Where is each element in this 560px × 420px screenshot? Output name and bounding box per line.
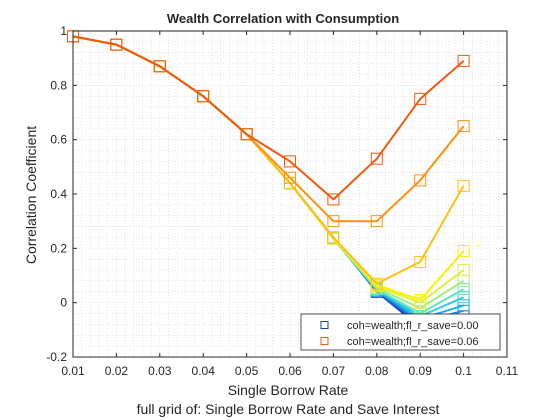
data-point [197, 90, 210, 103]
data-point [457, 179, 470, 192]
legend-marker [320, 321, 329, 329]
y-tick-label: 0.4 [50, 187, 67, 201]
x-tick-label: 0.09 [409, 364, 433, 378]
x-tick-label: 0.06 [278, 364, 302, 378]
data-point [457, 245, 470, 258]
y-tick-label: 1 [60, 24, 67, 38]
legend-marker [320, 337, 329, 345]
legend-box [300, 313, 501, 351]
data-point [240, 128, 253, 141]
chart-title: Wealth Correlation with Consumption [167, 11, 399, 26]
x-tick-label: 0.07 [322, 364, 346, 378]
x-tick-label: 0.03 [148, 364, 172, 378]
data-point [414, 174, 427, 187]
x-tick-label: 0.05 [235, 364, 259, 378]
x-tick-label: 0.08 [365, 364, 389, 378]
legend: coh=wealth;fl_r_save=0.00 coh=wealth;fl_r… [300, 313, 501, 351]
data-point [284, 171, 296, 184]
legend-entry-label: coh=wealth;fl_r_save=0.06 [347, 336, 478, 348]
data-point [457, 54, 470, 67]
x-tick-label: 0.02 [105, 364, 129, 378]
series-line [72, 35, 465, 201]
legend-entry-label: coh=wealth;fl_r_save=0.00 [347, 320, 478, 332]
data-point [457, 283, 470, 296]
data-point [414, 293, 427, 306]
data-point [414, 92, 427, 105]
data-point [457, 291, 470, 304]
data-point [327, 193, 340, 206]
data-point [110, 38, 123, 51]
data-point [414, 255, 427, 268]
data-point [457, 120, 470, 133]
data-point [457, 264, 470, 277]
y-tick-label: 0 [60, 296, 67, 310]
data-point [284, 155, 296, 168]
data-point [370, 152, 383, 165]
data-point [457, 299, 470, 312]
x-tick-label: 0.01 [61, 364, 85, 378]
data-point [370, 277, 383, 290]
y-tick-label: -0.2 [46, 350, 67, 364]
data-point [327, 231, 340, 244]
data-point [370, 215, 383, 228]
data-point [327, 215, 340, 228]
y-tick-label: 0.8 [50, 78, 67, 92]
y-tick-label: 0.6 [50, 133, 67, 147]
x-tick-label: 0.04 [192, 364, 216, 378]
x-axis-sublabel: full grid of: Single Borrow Rate and Sav… [137, 401, 440, 417]
y-tick-label: 0.2 [50, 241, 67, 255]
x-tick-label: 0.1 [455, 364, 472, 378]
data-point [153, 60, 166, 73]
y-axis-label: Correlation Coefficient [23, 126, 39, 264]
x-tick-label: 0.11 [496, 364, 519, 378]
x-axis-label: Single Borrow Rate [228, 382, 349, 398]
series-layer [67, 30, 470, 334]
axis-ticks: 0.01 0.02 0.03 0.04 0.05 0.06 0.07 0.08 0.09 0.1 0… [46, 24, 518, 378]
